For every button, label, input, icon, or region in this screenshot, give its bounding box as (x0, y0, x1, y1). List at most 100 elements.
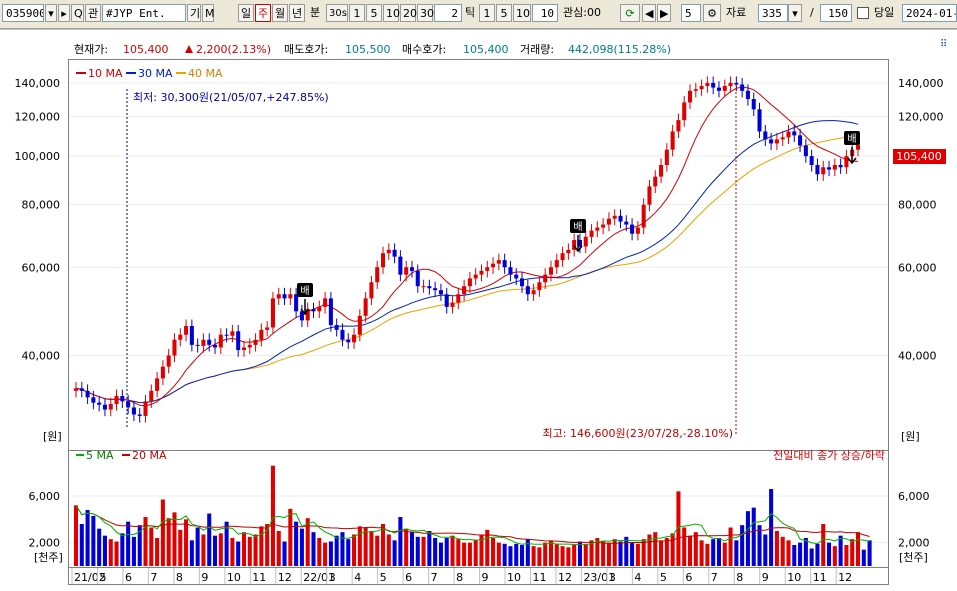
candle-body (85, 390, 90, 398)
volume-bar (241, 532, 247, 566)
candle (189, 319, 194, 352)
volume-bar (693, 532, 698, 566)
candle (606, 212, 611, 232)
date-input[interactable]: 2024-01-0 (902, 4, 957, 22)
candle-body (699, 86, 704, 90)
period-yearly[interactable]: 년 (289, 4, 305, 22)
stock-chart: 현재가: 105,400 2,200(2.13%) 매도호가: 105,500 … (0, 29, 957, 588)
today-checkbox[interactable] (857, 7, 869, 19)
candle (340, 323, 345, 347)
settings-button[interactable]: ⚙ (703, 4, 721, 22)
code-dropdown-button[interactable]: ▾ (45, 4, 57, 22)
volume-bar (850, 539, 855, 566)
candle-body (531, 290, 536, 295)
tick-10-button[interactable]: 10 (513, 4, 531, 22)
candle (525, 279, 530, 301)
candle (624, 215, 629, 232)
date-axis-frame (68, 567, 889, 585)
minute-30-button[interactable]: 30 (417, 4, 434, 22)
candle-body (473, 274, 478, 279)
candle (305, 302, 310, 328)
date-tick-label: 5 (380, 571, 387, 584)
candle (751, 92, 756, 116)
candle-body (357, 315, 362, 335)
candle-body (120, 396, 125, 402)
candle-body (311, 309, 316, 312)
candle (369, 275, 374, 306)
gi-button[interactable]: 기 (187, 4, 201, 22)
volume-bar (369, 531, 374, 566)
legend-ma30: 30 MA (138, 67, 173, 80)
date-tick-label: 4 (354, 571, 361, 584)
price-tick-label-left: 80,000 (22, 199, 61, 212)
tick-value-input[interactable]: 2 (434, 4, 462, 22)
volume-bar (554, 543, 559, 566)
tick-5-button[interactable]: 5 (496, 4, 512, 22)
candle (137, 408, 142, 423)
minute-10-button[interactable]: 10 (383, 4, 400, 22)
candle (670, 125, 675, 157)
candle-body (659, 164, 664, 177)
total-input[interactable]: 150 (820, 4, 852, 22)
candle-body (421, 286, 426, 288)
date-tick-label: 8 (456, 571, 463, 584)
today-label: 당일 (874, 6, 895, 19)
scroll-right-button[interactable]: ▶ (657, 4, 671, 22)
volume-bar (160, 499, 165, 566)
expand-icon[interactable]: ⠿ (940, 39, 947, 50)
chart-area: 현재가: 105,400 2,200(2.13%) 매도호가: 105,500 … (0, 29, 957, 588)
date-tick-label: 3 (329, 571, 336, 584)
price-tick-label-left: 100,000 (15, 150, 61, 163)
volume-bar (821, 524, 826, 566)
minute-value-button[interactable]: 30s (326, 4, 348, 22)
stock-search-button[interactable]: Q (71, 4, 84, 22)
candle (554, 253, 559, 274)
candle (380, 246, 386, 274)
volume-tick-label-right: 6,000 (898, 490, 930, 503)
volume-bar (705, 543, 710, 566)
candle (346, 333, 351, 349)
volume-bar (184, 519, 189, 566)
refresh-button[interactable]: ⟳ (620, 4, 640, 22)
volume-unit-left: [천주] (34, 550, 63, 564)
candle-body (73, 388, 79, 391)
date-tick-label: 5 (660, 571, 667, 584)
candle (404, 260, 409, 282)
volume-bar (438, 542, 443, 566)
data-count-label: 자료 (726, 6, 747, 19)
next-stock-button[interactable]: ▸ (58, 4, 70, 22)
volume-bar (577, 541, 582, 566)
date-tick-label: 4 (634, 571, 641, 584)
m-button[interactable]: M (202, 4, 215, 22)
volume-bar (363, 527, 368, 566)
candle (514, 268, 519, 286)
count-input[interactable]: 5 (681, 4, 701, 22)
stock-code-input[interactable]: 035900 (2, 4, 44, 22)
minute-20-button[interactable]: 20 (400, 4, 417, 22)
data-count-dropdown[interactable]: ▾ (788, 4, 802, 22)
period-daily[interactable]: 일 (238, 4, 254, 22)
volume-bar (288, 508, 293, 566)
volume-bar (838, 535, 843, 566)
gwan-button[interactable]: 관 (85, 4, 101, 22)
date-tick-label: 9 (482, 571, 489, 584)
volume-bar (201, 534, 206, 566)
date-tick-label: 12 (838, 571, 852, 584)
stock-name-field[interactable]: #JYP Ent. (102, 4, 186, 22)
volume-bar (334, 535, 339, 566)
volume-bar (91, 515, 96, 566)
period-monthly[interactable]: 월 (272, 4, 288, 22)
legend-ma20: 20 MA (132, 449, 167, 462)
scroll-left-button[interactable]: ◀ (642, 4, 656, 22)
candle-body (641, 204, 646, 228)
volume-tick-label-right: 2,000 (898, 537, 930, 550)
price-tick-label-right: 40,000 (898, 349, 937, 362)
minute-5-button[interactable]: 5 (366, 4, 382, 22)
data-count-input[interactable]: 335 (758, 4, 788, 22)
tick-1-button[interactable]: 1 (479, 4, 495, 22)
tick-count-input[interactable]: 10 (532, 4, 558, 22)
candle-body (224, 334, 229, 336)
period-weekly[interactable]: 주 (255, 4, 271, 22)
minute-1-button[interactable]: 1 (349, 4, 365, 22)
volume-tick-label-left: 2,000 (29, 537, 61, 550)
